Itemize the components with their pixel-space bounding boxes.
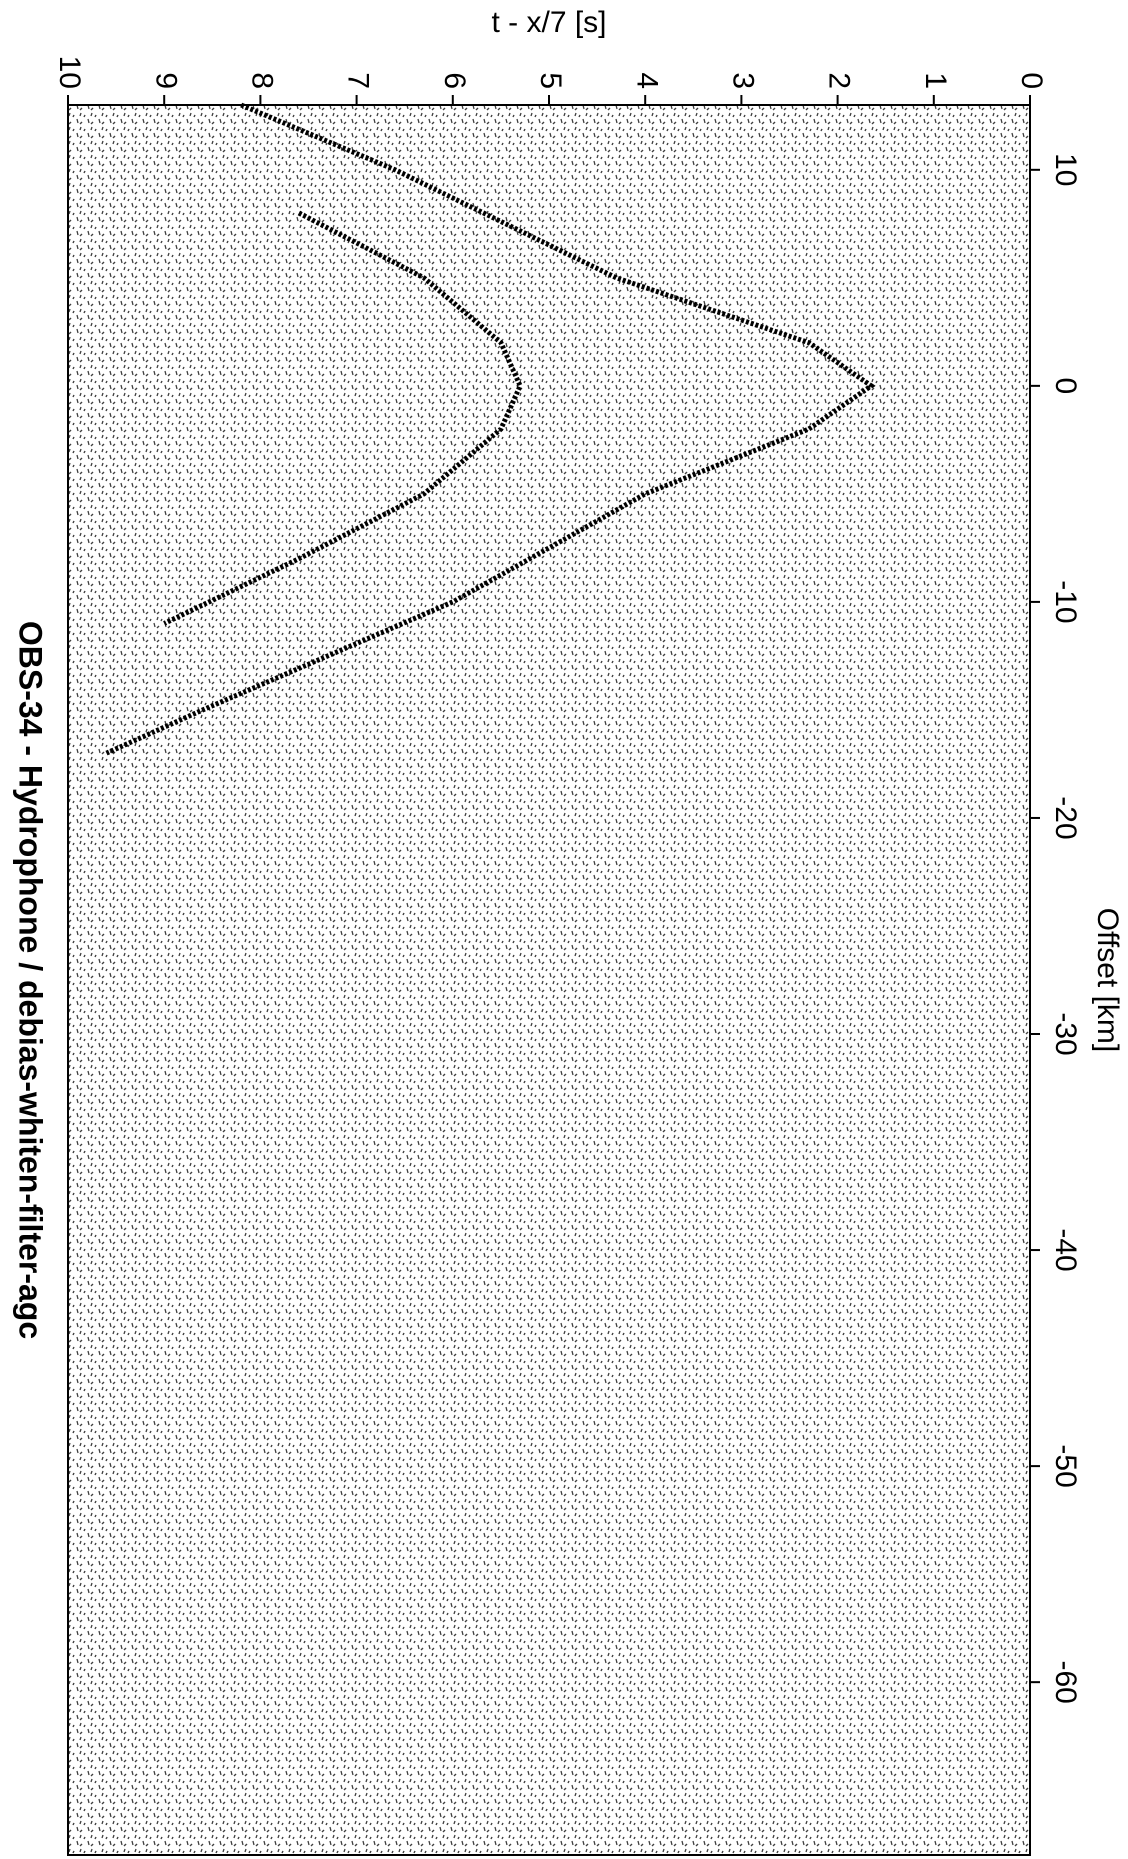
y-tick-label: 5: [534, 72, 567, 89]
x-tick-label: -60: [1049, 1660, 1082, 1703]
y-axis-label: t - x/7 [s]: [491, 6, 606, 39]
y-tick-label: 10: [53, 56, 86, 89]
y-tick-label: 4: [630, 72, 663, 89]
x-tick-label: -20: [1049, 796, 1082, 839]
y-tick-label: 8: [245, 72, 278, 89]
y-tick-label: 2: [823, 72, 856, 89]
x-tick-label: -40: [1049, 1228, 1082, 1271]
arrival-curve: [163, 210, 523, 626]
y-tick-label: 7: [342, 72, 375, 89]
x-tick-label: 10: [1049, 153, 1082, 186]
y-tick-label: 9: [149, 72, 182, 89]
rotated-plot: Offset [km] t - x/7 [s] OBS-34 - Hydroph…: [13, 6, 1124, 1856]
chart-title: OBS-34 - Hydrophone / debias-whiten-filt…: [13, 621, 49, 1339]
x-tick-label: -10: [1049, 580, 1082, 623]
arrival-curve: [105, 102, 876, 756]
trace-texture: [68, 105, 1030, 1855]
x-tick-label: 0: [1049, 378, 1082, 395]
y-tick-label: 3: [726, 72, 759, 89]
y-tick-label: 1: [919, 72, 952, 89]
x-tick-label: -50: [1049, 1444, 1082, 1487]
x-tick-label: -30: [1049, 1012, 1082, 1055]
x-axis-label: Offset [km]: [1091, 908, 1124, 1052]
y-tick-label: 0: [1015, 72, 1048, 89]
y-tick-label: 6: [438, 72, 471, 89]
